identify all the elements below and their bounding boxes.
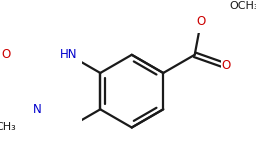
Text: O: O (1, 48, 10, 61)
Text: HN: HN (60, 48, 78, 61)
Text: O: O (222, 59, 231, 72)
Text: N: N (33, 103, 42, 116)
Text: OCH₃: OCH₃ (229, 0, 256, 10)
Text: O: O (196, 15, 206, 28)
Text: CH₃: CH₃ (0, 123, 16, 132)
